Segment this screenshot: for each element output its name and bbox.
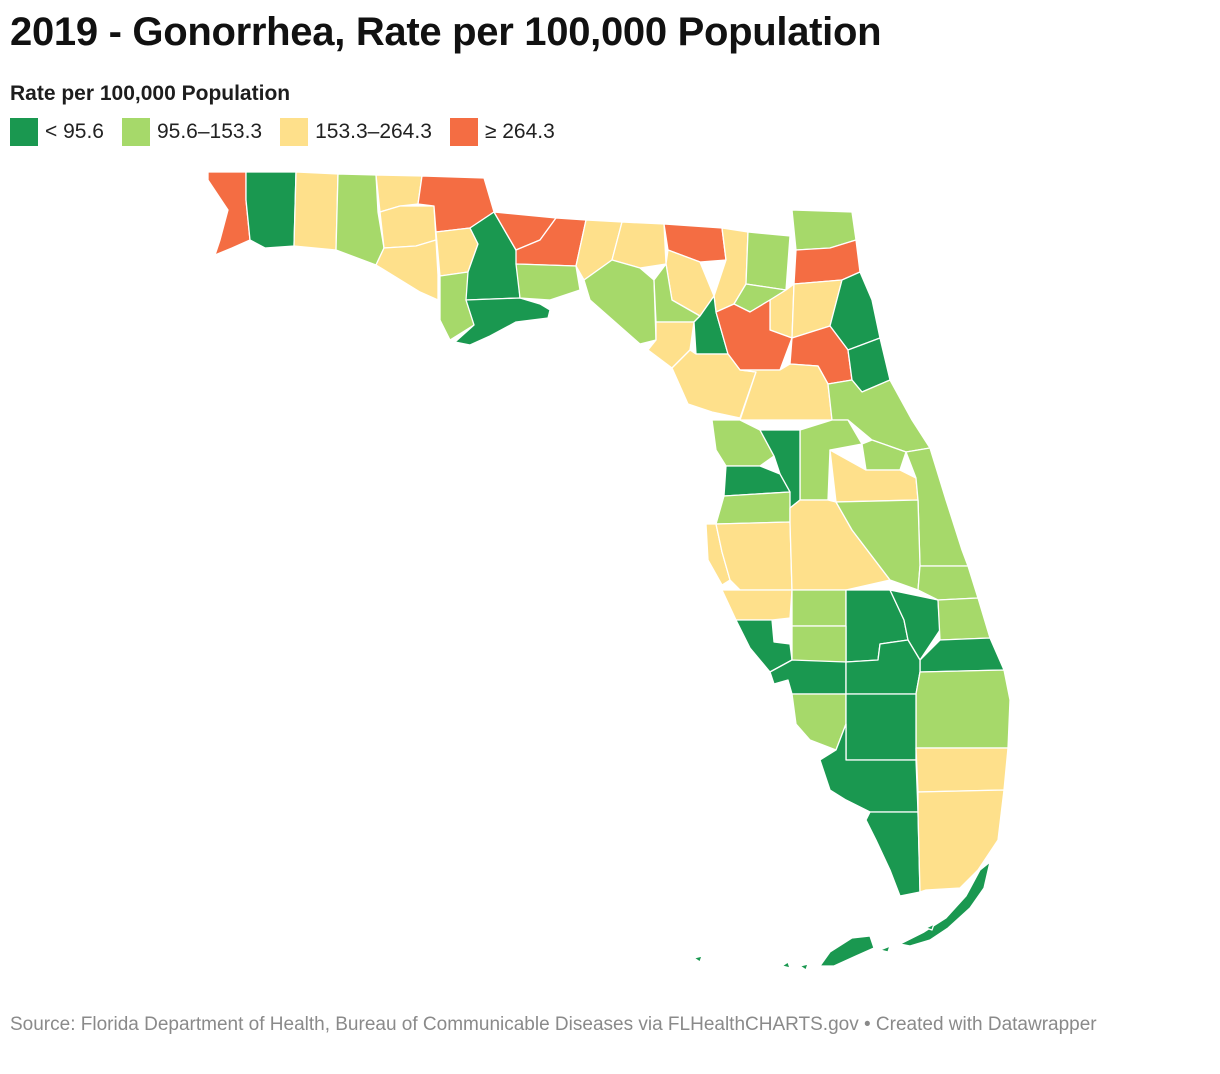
county-indian-river[interactable]	[917, 565, 979, 601]
legend-item-high[interactable]: ≥ 264.3	[449, 118, 555, 146]
county-hernando[interactable]	[723, 465, 791, 497]
legend-label-mid-high: 153.3–264.3	[315, 120, 432, 143]
county-monroe-keys-dots	[693, 923, 935, 971]
legend-label-high: ≥ 264.3	[484, 120, 555, 143]
county-monroe-keys-lower[interactable]	[819, 935, 875, 967]
chart-title: 2019 - Gonorrhea, Rate per 100,000 Popul…	[10, 10, 882, 54]
county-st-lucie[interactable]	[937, 597, 991, 641]
county-hardee[interactable]	[791, 589, 847, 627]
county-hamilton[interactable]	[663, 223, 727, 263]
county-hendry[interactable]	[845, 693, 917, 761]
county-franklin[interactable]	[454, 297, 551, 346]
county-holmes[interactable]	[375, 174, 423, 213]
legend-swatch-mid-low	[121, 118, 150, 146]
legend-label-mid-low: 95.6–153.3	[156, 120, 263, 143]
county-desoto[interactable]	[791, 625, 847, 663]
county-monroe-keys[interactable]	[899, 861, 991, 947]
legend-item-mid-high[interactable]: 153.3–264.3	[280, 118, 432, 146]
county-citrus[interactable]	[711, 419, 775, 467]
county-wakulla[interactable]	[515, 263, 581, 301]
county-miami-dade[interactable]	[917, 789, 1005, 893]
legend-label-low: < 95.6	[45, 120, 104, 143]
county-baker[interactable]	[745, 231, 791, 291]
county-bay[interactable]	[375, 239, 439, 301]
legend-swatch-mid-high	[280, 118, 309, 146]
source-footer: Source: Florida Department of Health, Bu…	[10, 1014, 1097, 1035]
legend-item-mid-low[interactable]: 95.6–153.3	[121, 118, 263, 146]
county-madison[interactable]	[611, 221, 667, 269]
county-santa-rosa[interactable]	[245, 171, 297, 249]
county-taylor[interactable]	[583, 259, 657, 345]
legend: < 95.6 95.6–153.3 153.3–264.3 ≥ 264.3	[10, 118, 555, 146]
county-monroe-mainland[interactable]	[865, 811, 921, 897]
county-martin[interactable]	[919, 637, 1005, 673]
county-sarasota[interactable]	[735, 619, 793, 673]
county-okaloosa[interactable]	[293, 171, 339, 251]
county-lee[interactable]	[791, 693, 847, 751]
legend-swatch-low	[10, 118, 38, 146]
florida-county-map	[207, 171, 1011, 971]
legend-item-low[interactable]: < 95.6	[10, 118, 104, 146]
legend-swatch-high	[449, 118, 478, 146]
county-washington[interactable]	[379, 205, 437, 249]
legend-title: Rate per 100,000 Population	[10, 82, 291, 105]
county-pasco[interactable]	[715, 491, 791, 525]
county-manatee[interactable]	[721, 589, 793, 621]
county-broward[interactable]	[915, 747, 1009, 793]
county-seminole[interactable]	[861, 439, 907, 471]
county-palm-beach[interactable]	[915, 669, 1011, 749]
county-charlotte[interactable]	[769, 659, 847, 695]
county-escambia[interactable]	[207, 171, 251, 256]
